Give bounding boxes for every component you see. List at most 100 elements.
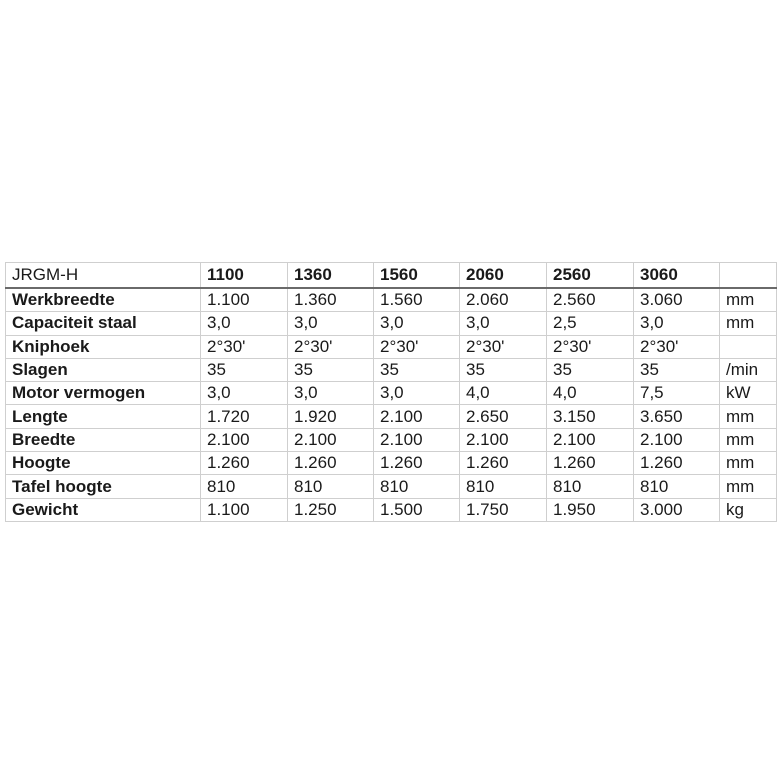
unit-cell: mm (719, 427, 777, 453)
table-row: Hoogte 1.260 1.260 1.260 1.260 1.260 1.260 mm (5, 451, 777, 476)
table-cell: 2,5 (546, 311, 634, 336)
table-cell: 1.500 (373, 497, 460, 522)
table-cell: 7,5 (633, 381, 720, 406)
table-row: Kniphoek 2°30' 2°30' 2°30' 2°30' 2°30' 2°30' (5, 334, 777, 359)
table-cell: 1.100 (200, 287, 288, 313)
table-cell: 3,0 (633, 311, 720, 336)
table-cell: 2.100 (633, 427, 720, 453)
column-header: 2060 (459, 262, 547, 289)
table-cell: 3,0 (459, 311, 547, 336)
table-cell: 810 (459, 474, 547, 499)
unit-cell: mm (719, 287, 777, 313)
specifications-table: JRGM-H 1100 1360 1560 2060 2560 3060 Wer… (5, 262, 777, 522)
row-label: Motor vermogen (5, 381, 201, 406)
row-label: Kniphoek (5, 334, 201, 359)
table-row: Gewicht 1.100 1.250 1.500 1.750 1.950 3.000 kg (5, 497, 777, 522)
table-cell: 810 (200, 474, 288, 499)
table-cell: 810 (287, 474, 374, 499)
table-cell: 2°30' (200, 334, 288, 359)
unit-cell: kW (719, 381, 777, 406)
table-cell: 3,0 (287, 311, 374, 336)
table-cell: 1.250 (287, 497, 374, 522)
model-label: JRGM-H (5, 262, 201, 289)
table-cell: 2°30' (373, 334, 460, 359)
table-cell: 2.100 (459, 427, 547, 453)
table-cell: 2°30' (287, 334, 374, 359)
table-row: Tafel hoogte 810 810 810 810 810 810 mm (5, 474, 777, 499)
table-cell: 4,0 (459, 381, 547, 406)
row-label: Hoogte (5, 451, 201, 476)
unit-cell (719, 334, 777, 359)
header-row: JRGM-H 1100 1360 1560 2060 2560 3060 (5, 262, 777, 289)
table-cell: 2°30' (633, 334, 720, 359)
table-cell: 3.000 (633, 497, 720, 522)
table-cell: 1.360 (287, 287, 374, 313)
table-cell: 810 (546, 474, 634, 499)
table-cell: 35 (200, 357, 288, 383)
table-row: Motor vermogen 3,0 3,0 3,0 4,0 4,0 7,5 kW (5, 381, 777, 406)
row-label: Lengte (5, 404, 201, 429)
unit-cell: mm (719, 474, 777, 499)
table-cell: 3,0 (200, 381, 288, 406)
column-header: 1360 (287, 262, 374, 289)
table-cell: 35 (287, 357, 374, 383)
table-cell: 1.720 (200, 404, 288, 429)
table-row: Capaciteit staal 3,0 3,0 3,0 3,0 2,5 3,0 mm (5, 311, 777, 336)
table-row: Lengte 1.720 1.920 2.100 2.650 3.150 3.650 mm (5, 404, 777, 429)
table-row: Slagen 35 35 35 35 35 35/min (5, 357, 777, 383)
table-cell: 2°30' (546, 334, 634, 359)
table-cell: 2.100 (373, 404, 460, 429)
row-label: Tafel hoogte (5, 474, 201, 499)
table-cell: 35 (459, 357, 547, 383)
table-cell: 810 (633, 474, 720, 499)
table-cell: 35 (546, 357, 634, 383)
table-cell: 2.650 (459, 404, 547, 429)
table-cell: 35 (633, 357, 720, 383)
table-cell: 1.260 (200, 451, 288, 476)
table-cell: 1.260 (546, 451, 634, 476)
table-cell: 1.260 (459, 451, 547, 476)
table-cell: 3.150 (546, 404, 634, 429)
table-row: Breedte 2.100 2.100 2.100 2.100 2.100 2.100 mm (5, 427, 777, 453)
row-label: Slagen (5, 357, 201, 383)
unit-cell: mm (719, 451, 777, 476)
table-cell: 3.060 (633, 287, 720, 313)
table-cell: 2.100 (373, 427, 460, 453)
unit-cell: /min (719, 357, 777, 383)
unit-header (719, 262, 777, 289)
table-row: Werkbreedte 1.100 1.360 1.560 2.060 2.560 3.06… (5, 287, 777, 313)
table-cell: 3,0 (287, 381, 374, 406)
column-header: 2560 (546, 262, 634, 289)
table-cell: 1.260 (287, 451, 374, 476)
table-cell: 2.100 (546, 427, 634, 453)
table-cell: 3,0 (373, 311, 460, 336)
table-cell: 2.560 (546, 287, 634, 313)
table-cell: 3,0 (373, 381, 460, 406)
table-cell: 4,0 (546, 381, 634, 406)
table-cell: 1.950 (546, 497, 634, 522)
column-header: 1100 (200, 262, 288, 289)
column-header: 3060 (633, 262, 720, 289)
unit-cell: mm (719, 404, 777, 429)
row-label: Capaciteit staal (5, 311, 201, 336)
unit-cell: mm (719, 311, 777, 336)
table-cell: 3.650 (633, 404, 720, 429)
table-cell: 1.560 (373, 287, 460, 313)
table-cell: 2.060 (459, 287, 547, 313)
table-cell: 2°30' (459, 334, 547, 359)
row-label: Gewicht (5, 497, 201, 522)
table-cell: 1.260 (633, 451, 720, 476)
table-cell: 3,0 (200, 311, 288, 336)
row-label: Breedte (5, 427, 201, 453)
table-cell: 1.100 (200, 497, 288, 522)
table-cell: 1.920 (287, 404, 374, 429)
table-cell: 1.750 (459, 497, 547, 522)
table-cell: 2.100 (287, 427, 374, 453)
column-header: 1560 (373, 262, 460, 289)
table-cell: 2.100 (200, 427, 288, 453)
row-label: Werkbreedte (5, 287, 201, 313)
unit-cell: kg (719, 497, 777, 522)
table-cell: 810 (373, 474, 460, 499)
table-cell: 1.260 (373, 451, 460, 476)
table-cell: 35 (373, 357, 460, 383)
